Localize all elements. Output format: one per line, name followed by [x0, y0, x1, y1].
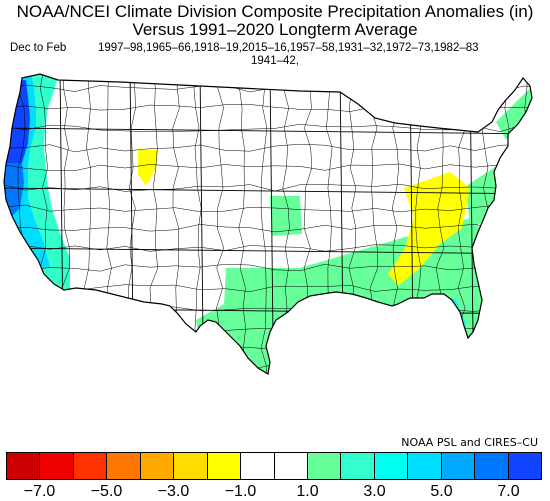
dry-region-idaho	[138, 150, 158, 186]
legend-tick-label: −7.0	[23, 483, 56, 500]
credit-label: NOAA PSL and CIRES–CU	[401, 436, 538, 449]
legend-tick-label: 1.0	[296, 483, 319, 500]
legend-swatch-11	[341, 453, 375, 479]
legend-swatch-13	[408, 453, 442, 479]
legend-swatch-8	[241, 453, 275, 479]
legend-tick-labels: −7.0 −5.0 −3.0 −1.0 1.0 3.0 5.0 7.0	[6, 483, 542, 501]
map-title: NOAA/NCEI Climate Division Composite Pre…	[16, 2, 534, 21]
wet-region-central-plains	[270, 196, 302, 236]
legend-swatch-5	[140, 453, 175, 479]
dry-region-ohio-valley	[388, 172, 470, 286]
legend-swatch-10	[307, 453, 342, 479]
legend-swatch-14	[441, 453, 476, 479]
legend-swatch-2	[40, 453, 74, 479]
legend-swatch-15	[475, 453, 509, 479]
legend-swatch-12	[374, 453, 409, 479]
wet-region-florida	[446, 348, 478, 374]
us-outline	[3, 73, 533, 375]
wet-region-louisiana-core	[330, 338, 370, 368]
legend-tick-label: 3.0	[363, 483, 386, 500]
wet-region-new-england-coast	[496, 88, 532, 140]
composite-years-line2: 1941–42,	[251, 55, 299, 67]
legend-swatch-16	[508, 453, 541, 479]
legend-swatch-7	[207, 453, 242, 479]
legend-tick-label: −3.0	[157, 483, 190, 500]
color-legend	[6, 452, 542, 480]
us-precip-anomaly-map	[3, 73, 533, 375]
legend-tick-label: 5.0	[430, 483, 453, 500]
season-label: Dec to Feb	[10, 42, 67, 54]
legend-swatch-4	[107, 453, 141, 479]
legend-tick-label: 7.0	[497, 483, 520, 500]
legend-tick-label: −1.0	[224, 483, 257, 500]
anomaly-fills	[4, 74, 532, 374]
composite-years-line1: 1997–98,1965–66,1918–19,2015–16,1957–58,…	[98, 42, 479, 54]
map-subtitle: Versus 1991–2020 Longterm Average	[132, 20, 418, 39]
legend-tick-label: −5.0	[90, 483, 123, 500]
legend-swatch-3	[73, 453, 108, 479]
legend-swatch-6	[174, 453, 208, 479]
legend-swatch-1	[7, 453, 41, 479]
legend-swatch-9	[274, 453, 308, 479]
